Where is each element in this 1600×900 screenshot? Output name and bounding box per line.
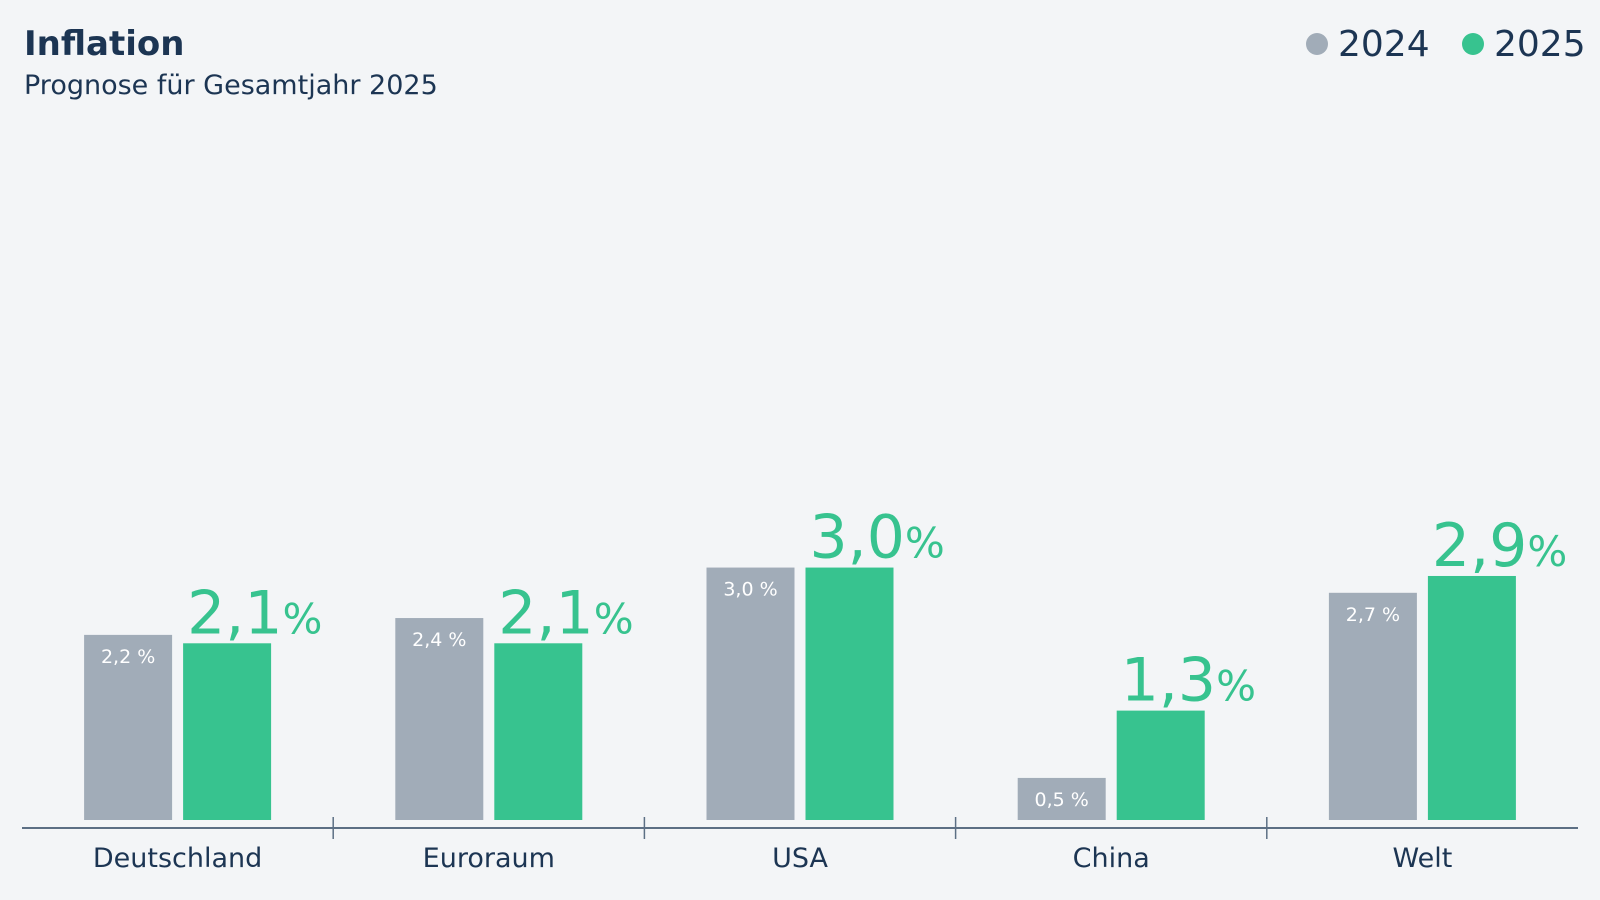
chart-title: Inflation [24,24,184,64]
legend-label-2025: 2025 [1494,24,1586,65]
bar-2024-welt [1328,592,1417,820]
category-label-usa: USA [772,843,828,874]
value-label-2024-china: 0,5 % [1035,789,1089,811]
bar-2024-china [1017,777,1106,820]
value-label-2025-usa: 3,0% [810,503,945,573]
bar-2024-usa [706,567,795,820]
category-label-china: China [1073,843,1150,874]
bar-2024-euroraum [395,618,484,820]
bar-2025-deutschland [183,643,272,820]
value-label-2025-deutschland: 2,1% [187,578,322,648]
category-label-euroraum: Euroraum [423,843,555,874]
value-label-2024-deutschland: 2,2 % [101,646,155,668]
bar-2024-deutschland [84,634,173,820]
value-label-2025-welt: 2,9% [1432,511,1567,581]
labels-layer: 2,2 % 2,1% Deutschland 2,4 % 2,1% Euroraum 3,0… [93,503,1567,874]
bars-layer [84,567,1516,820]
category-label-deutschland: Deutschland [93,843,262,874]
bar-2025-welt [1427,575,1516,820]
value-label-2024-usa: 3,0 % [723,579,777,601]
legend-label-2024: 2024 [1338,24,1430,65]
x-axis [22,817,1578,839]
bar-2025-usa [805,567,894,820]
value-label-2024-euroraum: 2,4 % [412,629,466,651]
value-label-2025-china: 1,3% [1121,646,1256,716]
value-label-2024-welt: 2,7 % [1346,604,1400,626]
bar-2025-china [1116,710,1205,820]
chart-subtitle: Prognose für Gesamtjahr 2025 [24,70,438,101]
bar-2025-euroraum [494,643,583,820]
legend-marker-2025 [1462,33,1484,55]
legend-marker-2024 [1306,33,1328,55]
value-label-2025-euroraum: 2,1% [498,578,633,648]
category-label-welt: Welt [1392,843,1452,874]
legend: 2024 2025 [1306,24,1586,65]
